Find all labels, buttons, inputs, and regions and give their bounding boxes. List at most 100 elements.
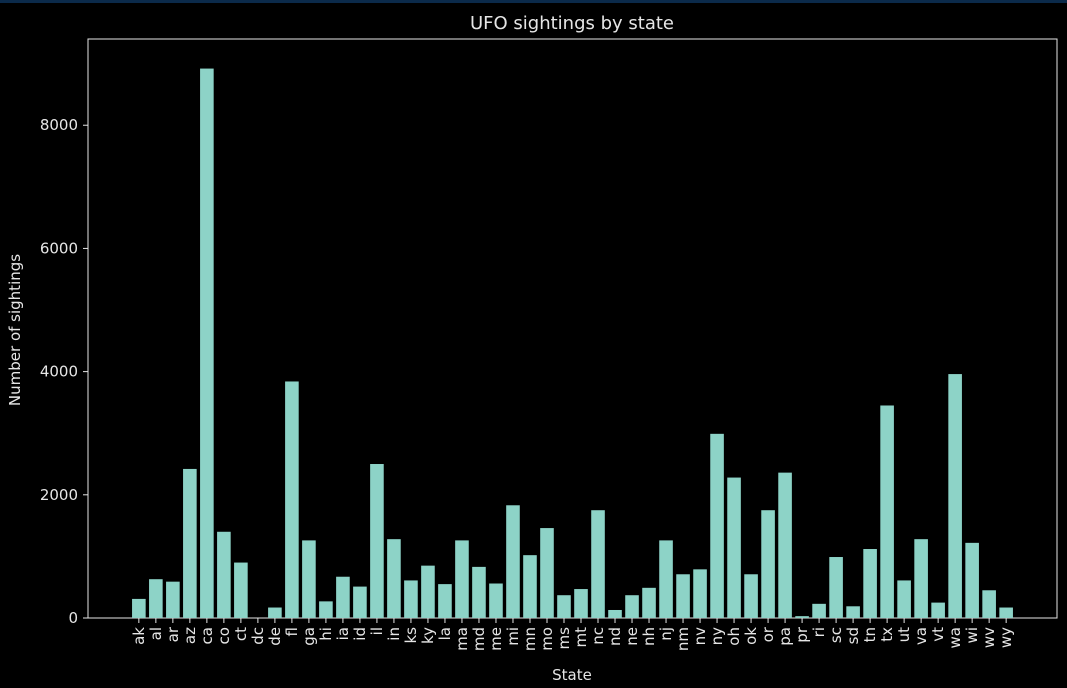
bar-ca — [200, 68, 214, 618]
bar-ny — [710, 433, 724, 618]
bar-pr — [795, 616, 809, 618]
x-tick-label-ky: ky — [419, 627, 437, 644]
x-tick-label-nv: nv — [691, 627, 709, 646]
x-tick-label-vt: vt — [929, 627, 947, 642]
bar-ct — [234, 562, 248, 618]
x-tick-label-sd: sd — [844, 627, 862, 644]
x-tick-label-ny: ny — [708, 627, 726, 646]
x-tick-label-nm: nm — [674, 627, 692, 651]
x-tick-label-ut: ut — [895, 627, 913, 643]
bar-me — [489, 583, 503, 618]
bar-ok — [744, 574, 758, 618]
bar-tn — [863, 549, 877, 618]
y-tick-label: 2000 — [40, 486, 78, 504]
x-tick-label-mo: mo — [538, 627, 556, 651]
bar-ne — [625, 595, 639, 618]
bar-va — [914, 539, 928, 618]
bar-ma — [455, 540, 469, 618]
plot-area — [87, 38, 1058, 619]
x-tick-label-al: al — [147, 627, 165, 640]
x-tick-label-nj: nj — [657, 627, 675, 641]
x-tick-label-nh: nh — [640, 627, 658, 646]
bar-ms — [557, 595, 571, 618]
x-tick-label-ri: ri — [810, 627, 828, 637]
x-tick-label-ne: ne — [623, 627, 641, 646]
bar-wi — [965, 542, 979, 618]
x-tick-label-co: co — [215, 627, 233, 644]
x-tick-label-oh: oh — [725, 627, 743, 646]
bar-nv — [693, 569, 707, 618]
bar-mt — [574, 589, 588, 618]
x-tick-label-mt: mt — [572, 627, 590, 648]
x-tick-label-va: va — [912, 627, 930, 645]
bar-or — [761, 510, 775, 618]
x-tick-label-pr: pr — [793, 626, 811, 643]
bar-mo — [540, 528, 554, 618]
x-tick-label-ar: ar — [164, 626, 182, 642]
x-tick-label-ia: ia — [334, 627, 352, 640]
x-tick-label-ok: ok — [742, 627, 760, 645]
x-tick-label-ma: ma — [453, 627, 471, 651]
bar-az — [183, 468, 197, 618]
x-tick-label-tn: tn — [861, 627, 879, 642]
bar-ri — [812, 603, 826, 618]
x-tick-label-pa: pa — [776, 627, 794, 646]
x-tick-label-la: la — [436, 627, 454, 640]
x-tick-label-de: de — [266, 627, 284, 646]
x-tick-label-or: or — [759, 626, 777, 642]
x-tick-label-il: il — [368, 627, 386, 635]
x-tick-label-ks: ks — [402, 627, 420, 644]
bar-nm — [676, 574, 690, 618]
x-tick-label-wy: wy — [997, 627, 1015, 648]
x-tick-label-id: id — [351, 627, 369, 641]
bar-ky — [421, 565, 435, 618]
bar-wy — [999, 607, 1013, 618]
bar-oh — [727, 477, 741, 618]
y-tick-label: 6000 — [40, 239, 78, 257]
bar-al — [149, 579, 163, 618]
x-tick-label-hi: hi — [317, 627, 335, 641]
bar-nc — [591, 510, 605, 618]
x-tick-label-ak: ak — [130, 627, 148, 645]
y-tick-label: 0 — [68, 609, 78, 627]
bar-id — [353, 586, 367, 618]
bar-ak — [132, 598, 146, 618]
x-axis: ak al ar az ca co ct dc de fl ga hi ia id il in ks ky la ma… — [130, 618, 1015, 651]
x-tick-label-tx: tx — [878, 627, 896, 642]
x-tick-label-mn: mn — [521, 627, 539, 651]
x-tick-label-mi: mi — [504, 627, 522, 646]
bar-nj — [659, 540, 673, 618]
x-tick-label-md: md — [470, 627, 488, 651]
bar-nd — [608, 609, 622, 618]
window-top-strip — [0, 0, 1067, 3]
bar-pa — [778, 472, 792, 618]
x-tick-label-ct: ct — [232, 627, 250, 641]
x-tick-label-ga: ga — [300, 627, 318, 646]
x-tick-label-dc: dc — [249, 627, 267, 645]
x-tick-label-az: az — [181, 627, 199, 644]
chart-title: UFO sightings by state — [470, 13, 674, 34]
bar-mi — [506, 505, 520, 618]
bar-ks — [404, 580, 418, 618]
x-tick-label-wi: wi — [963, 627, 981, 643]
bar-sd — [846, 606, 860, 618]
x-tick-label-in: in — [385, 627, 403, 641]
bar-ar — [166, 581, 180, 618]
x-tick-label-me: me — [487, 627, 505, 651]
bar-de — [268, 607, 282, 618]
bar-wa — [948, 374, 962, 618]
y-axis-label: Number of sightings — [6, 254, 24, 406]
y-axis: 0 2000 4000 6000 8000 — [40, 116, 88, 627]
x-tick-label-wv: wv — [980, 627, 998, 648]
bar-in — [387, 539, 401, 618]
bar-wv — [982, 590, 996, 618]
y-tick-label: 8000 — [40, 116, 78, 134]
plot-frame — [87, 38, 1058, 619]
bar-nh — [642, 587, 656, 618]
x-tick-label-ms: ms — [555, 627, 573, 650]
x-tick-label-sc: sc — [827, 627, 845, 643]
bar-sc — [829, 557, 843, 618]
x-tick-label-fl: fl — [283, 627, 301, 636]
bar-mn — [523, 555, 537, 618]
bar-il — [370, 464, 384, 618]
